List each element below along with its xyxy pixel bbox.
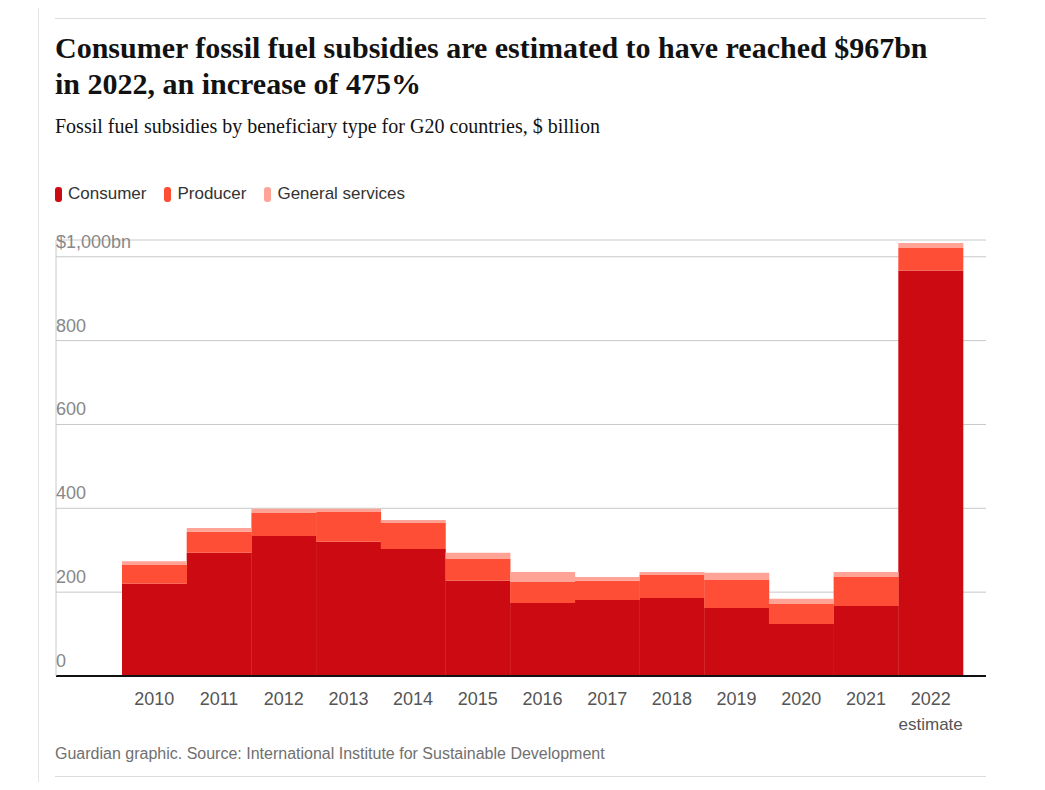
- svg-text:2015: 2015: [458, 689, 498, 709]
- html-text:Producer: Producer: [177, 184, 247, 203]
- svg-text:2018: 2018: [652, 689, 692, 709]
- svg-text:2012: 2012: [264, 689, 304, 709]
- svg-text:200: 200: [56, 567, 86, 587]
- svg-text:2014: 2014: [393, 689, 433, 709]
- svg-text:2017: 2017: [587, 689, 627, 709]
- svg-text:estimate: estimate: [899, 715, 963, 734]
- svg-text:2010: 2010: [134, 689, 174, 709]
- html-text:Guardian graphic. Source: Inte: Guardian graphic. Source: International …: [55, 745, 605, 762]
- svg-text:2011: 2011: [200, 689, 239, 709]
- svg-text:2013: 2013: [328, 689, 368, 709]
- svg-text:$1,000bn: $1,000bn: [56, 232, 131, 252]
- html-text:General services: General services: [277, 184, 405, 203]
- html-text:Consumer: Consumer: [68, 184, 147, 203]
- svg-text:600: 600: [56, 399, 86, 419]
- html-text:Fossil fuel subsidies by benef: Fossil fuel subsidies by beneficiary typ…: [55, 115, 600, 137]
- svg-text:0: 0: [56, 651, 66, 671]
- svg-text:800: 800: [56, 316, 86, 336]
- svg-text:2020: 2020: [781, 689, 821, 709]
- svg-text:2022: 2022: [911, 689, 951, 709]
- html-text:Consumer fossil fuel subsidies: Consumer fossil fuel subsidies are estim…: [55, 31, 928, 100]
- svg-text:2021: 2021: [846, 689, 886, 709]
- svg-text:400: 400: [56, 483, 86, 503]
- svg-text:2019: 2019: [717, 689, 757, 709]
- svg-text:2016: 2016: [522, 689, 562, 709]
